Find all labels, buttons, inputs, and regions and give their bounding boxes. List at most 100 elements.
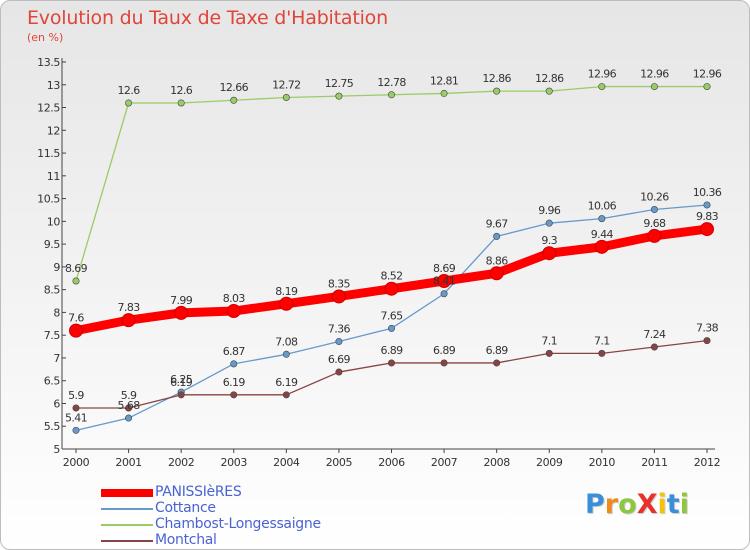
data-point-s2 — [125, 99, 133, 107]
data-label-s2: 12.81 — [430, 74, 459, 87]
y-tick-label: 8 — [53, 306, 60, 319]
series-line-2 — [75, 85, 708, 282]
data-label-s3: 6.89 — [433, 344, 456, 357]
data-label-s3: 6.69 — [328, 353, 351, 366]
data-label-s0: 9.83 — [696, 210, 719, 223]
data-point-s0 — [594, 239, 609, 254]
y-tick-label: 7 — [53, 352, 60, 365]
data-point-s1 — [545, 219, 553, 227]
legend-label: Chambost-Longessaigne — [155, 516, 321, 532]
data-point-s0 — [121, 313, 136, 328]
data-point-s3 — [493, 359, 501, 367]
data-label-s3: 7.1 — [594, 334, 610, 347]
data-point-s0 — [174, 305, 189, 320]
data-label-s0: 9.3 — [541, 234, 557, 247]
x-tick-label: 2007 — [431, 456, 458, 469]
logo-letter: r — [604, 489, 619, 520]
y-tick-label: 5 — [53, 443, 60, 456]
legend-swatch — [101, 489, 153, 497]
data-label-s1: 7.08 — [275, 335, 298, 348]
logo-letter: P — [585, 489, 605, 520]
data-point-s0 — [437, 273, 452, 288]
data-point-s2 — [230, 96, 238, 104]
data-point-s3 — [545, 349, 553, 357]
data-label-s2: 8.69 — [65, 262, 88, 275]
data-label-s0: 9.68 — [643, 217, 666, 230]
data-point-s2 — [440, 89, 448, 97]
data-label-s3: 6.19 — [170, 376, 193, 389]
legend-label: Cottance — [155, 500, 216, 516]
data-point-s0 — [647, 228, 662, 243]
data-point-s2 — [72, 277, 80, 285]
y-tick-label: 13.5 — [37, 56, 60, 69]
data-label-s1: 8.41 — [433, 275, 455, 288]
x-tick-label: 2003 — [221, 456, 248, 469]
data-point-s2 — [598, 83, 606, 91]
data-point-s3 — [230, 391, 238, 399]
y-tick-label: 13 — [47, 79, 61, 92]
data-label-s2: 12.96 — [693, 68, 722, 81]
data-point-s2 — [282, 94, 290, 102]
data-label-s2: 12.72 — [272, 79, 301, 92]
data-point-s1 — [387, 324, 395, 332]
data-label-s2: 12.6 — [170, 84, 193, 97]
data-label-s1: 5.41 — [65, 411, 87, 424]
data-label-s1: 9.96 — [538, 204, 561, 217]
data-point-s0 — [69, 323, 83, 338]
data-point-s0 — [331, 289, 346, 304]
data-point-s3 — [650, 343, 658, 351]
data-point-s0 — [279, 296, 294, 311]
data-point-s2 — [335, 92, 343, 100]
x-tick-label: 2000 — [63, 456, 90, 469]
data-label-s0: 8.52 — [380, 270, 402, 283]
data-label-s2: 12.78 — [377, 76, 406, 89]
data-point-s0 — [489, 266, 504, 281]
data-label-s3: 6.19 — [275, 376, 298, 389]
data-point-s1 — [282, 350, 290, 358]
x-tick-label: 2008 — [483, 456, 510, 469]
data-label-s1: 10.36 — [693, 186, 722, 199]
data-label-s2: 12.66 — [220, 81, 249, 94]
logo-letter: t — [666, 489, 680, 520]
data-label-s0: 8.03 — [223, 292, 246, 305]
y-tick-label: 7.5 — [44, 329, 61, 342]
data-point-s2 — [493, 87, 501, 95]
data-label-s1: 6.25 — [170, 373, 193, 386]
data-point-s0 — [700, 222, 714, 237]
y-tick-label: 9.5 — [44, 238, 61, 251]
x-tick-label: 2006 — [378, 456, 405, 469]
data-point-s1 — [440, 290, 448, 298]
data-label-s3: 6.19 — [223, 376, 246, 389]
data-label-s0: 9.44 — [591, 228, 614, 241]
data-label-s1: 5.68 — [118, 399, 141, 412]
data-label-s0: 7.83 — [118, 301, 141, 314]
y-tick-label: 12 — [47, 124, 60, 137]
data-point-s0 — [384, 281, 399, 296]
data-label-s2: 12.6 — [118, 84, 141, 97]
data-label-s1: 9.67 — [486, 217, 509, 230]
x-tick-label: 2005 — [326, 456, 353, 469]
x-tick-label: 2012 — [694, 456, 720, 469]
data-label-s0: 8.86 — [486, 254, 509, 267]
data-point-s3 — [703, 337, 711, 345]
data-label-s3: 6.89 — [380, 344, 403, 357]
data-label-s2: 12.96 — [588, 68, 617, 81]
legend-swatch — [101, 540, 153, 542]
data-point-s0 — [542, 246, 557, 261]
data-point-s1 — [72, 426, 80, 434]
data-label-s2: 12.75 — [325, 77, 354, 90]
data-label-s1: 7.65 — [380, 309, 403, 322]
y-tick-label: 11.5 — [37, 147, 60, 160]
data-label-s3: 6.89 — [486, 344, 509, 357]
logo-letter: i — [657, 489, 667, 520]
y-tick-label: 6 — [53, 397, 60, 410]
y-tick-label: 10 — [47, 215, 61, 228]
data-label-s3: 7.38 — [696, 322, 719, 335]
x-tick-label: 2001 — [115, 456, 141, 469]
proxiti-logo: ProXiti — [585, 489, 689, 520]
data-label-s3: 5.9 — [68, 389, 84, 402]
y-tick-label: 12.5 — [37, 102, 60, 115]
y-tick-label: 11 — [47, 170, 60, 183]
data-label-s3: 7.24 — [643, 328, 666, 341]
data-point-s3 — [282, 391, 290, 399]
